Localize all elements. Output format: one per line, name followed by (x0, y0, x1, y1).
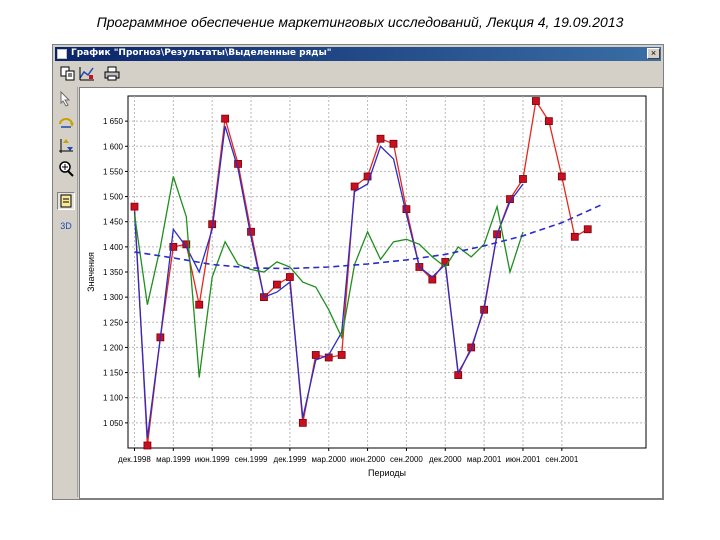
x-tick-label: июн.1999 (195, 455, 230, 464)
y-tick-label: 1 400 (103, 243, 124, 252)
data-point (583, 225, 592, 234)
x-tick-label: мар.2001 (467, 455, 502, 464)
data-point (337, 351, 346, 359)
data-point (285, 273, 294, 281)
print-button[interactable] (103, 65, 121, 82)
chart-style-icon (79, 67, 94, 81)
rotate-icon (59, 118, 74, 128)
x-tick-label: сен.2001 (545, 455, 578, 464)
chart-window: График "Прогноз\Результаты\Выделенные ря… (52, 44, 664, 500)
toolbar (55, 63, 661, 85)
y-tick-label: 1 600 (103, 142, 124, 151)
x-tick-label: дек.1998 (118, 455, 151, 464)
zoom-icon (59, 161, 74, 177)
y-tick-label: 1 100 (103, 394, 124, 403)
data-point (311, 351, 320, 359)
x-axis-label: Периоды (368, 468, 406, 478)
x-tick-label: сен.2000 (390, 455, 423, 464)
data-point (169, 242, 178, 251)
y-axis-label: Значения (86, 252, 96, 292)
line-chart: 1 050 1 100 1 150 1 200 1 250 1 300 1 350 1 400… (86, 95, 647, 478)
pointer-arrow-icon (60, 90, 71, 107)
chart-style-button[interactable] (78, 65, 96, 82)
x-tick-label: мар.2000 (312, 455, 347, 464)
data-point (350, 182, 359, 191)
y-tick-label: 1 200 (103, 343, 124, 352)
title-bar[interactable]: График "Прогноз\Результаты\Выделенные ря… (55, 47, 661, 61)
data-point (532, 97, 540, 105)
y-tick-label: 1 250 (103, 318, 124, 327)
sidebar: 3D (55, 87, 78, 497)
data-point (428, 275, 437, 284)
zoom-button[interactable] (57, 160, 75, 178)
y-tick-label: 1 550 (103, 167, 124, 176)
y-tick-label: 1 450 (103, 218, 124, 227)
series-line-3 (133, 176, 524, 378)
y-tick-label: 1 500 (103, 193, 124, 202)
3d-toggle-button[interactable]: 3D (60, 221, 72, 231)
data-point (570, 232, 579, 241)
x-tick-label: сен.1999 (235, 455, 268, 464)
axis-scale-button[interactable] (57, 137, 75, 155)
data-point (389, 139, 398, 148)
data-point (557, 172, 566, 181)
axis-scale-icon (59, 139, 73, 153)
data-point (363, 172, 372, 181)
data-point (298, 418, 307, 427)
y-tick-label: 1 650 (103, 117, 124, 126)
data-point (195, 300, 204, 309)
notes-button[interactable] (57, 192, 75, 210)
data-point (376, 134, 385, 143)
notes-icon (60, 194, 72, 208)
x-tick-label: июн.2000 (350, 455, 385, 464)
y-tick-label: 1 150 (103, 369, 124, 378)
print-icon (104, 66, 120, 81)
data-point (519, 175, 527, 183)
x-tick-label: июн.2001 (506, 455, 541, 464)
data-point (273, 280, 281, 289)
series-line-4 (134, 204, 602, 270)
y-tick-label: 1 350 (103, 268, 124, 277)
data-point (544, 117, 553, 126)
rotate-button[interactable] (57, 115, 75, 133)
close-button[interactable]: × (647, 48, 660, 59)
x-tick-label: дек.1999 (274, 455, 307, 464)
x-tick-label: мар.1999 (156, 455, 191, 464)
data-point (130, 202, 139, 211)
y-tick-label: 1 050 (103, 419, 124, 428)
copy-icon (60, 66, 75, 81)
x-tick-label: дек.2000 (429, 455, 462, 464)
copy-button[interactable] (59, 65, 77, 82)
series-line-2 (133, 126, 524, 438)
slide-header: Программное обеспечение маркетинговых ис… (96, 14, 624, 30)
window-title: График "Прогноз\Результаты\Выделенные ря… (71, 48, 332, 58)
chart-canvas: 1 050 1 100 1 150 1 200 1 250 1 300 1 350 1 400… (79, 87, 663, 499)
window-icon (57, 49, 67, 59)
y-tick-label: 1 300 (103, 293, 124, 302)
data-point (143, 441, 152, 450)
pointer-button[interactable] (57, 89, 75, 107)
data-point (221, 114, 230, 123)
